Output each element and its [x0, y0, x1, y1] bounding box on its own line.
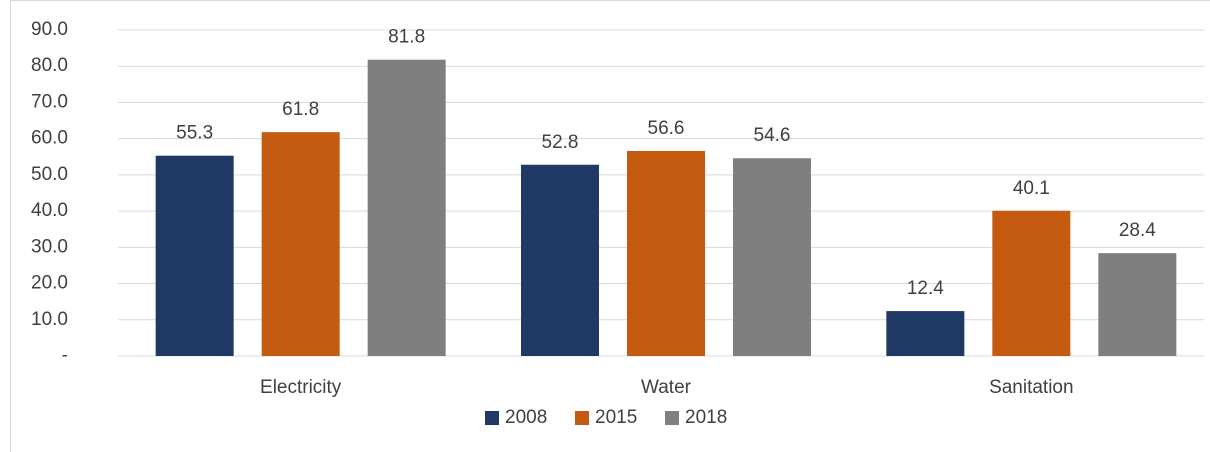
x-tick-label: Sanitation [989, 377, 1074, 398]
y-tick-label: 90.0 [31, 19, 68, 40]
data-label: 28.4 [1119, 220, 1156, 241]
bar [261, 132, 340, 356]
data-label: 52.8 [542, 132, 579, 153]
bar [627, 150, 705, 356]
data-label: 40.1 [1013, 178, 1050, 199]
data-label: 81.8 [388, 27, 425, 48]
bar [521, 164, 599, 356]
bar [1098, 253, 1177, 356]
y-tick-label: 40.0 [31, 200, 68, 221]
bar [155, 155, 234, 356]
y-tick-label: - [62, 345, 68, 366]
y-tick-label: 70.0 [31, 91, 68, 112]
legend-label: 2018 [685, 407, 727, 428]
data-label: 61.8 [282, 99, 319, 120]
y-tick-label: 50.0 [31, 164, 68, 185]
data-label: 12.4 [907, 278, 944, 299]
legend-label: 2008 [505, 407, 547, 428]
legend-swatch [665, 411, 679, 425]
legend-swatch [485, 411, 499, 425]
bar [367, 59, 446, 357]
y-tick-label: 20.0 [31, 273, 68, 294]
bar [886, 311, 965, 356]
data-label: 56.6 [648, 118, 685, 139]
data-label: 54.6 [754, 125, 791, 146]
x-tick-label: Water [641, 377, 692, 398]
chart-border [10, 0, 1210, 452]
legend-swatch [575, 411, 589, 425]
bar [992, 210, 1071, 356]
y-tick-label: 10.0 [31, 309, 68, 330]
y-tick-label: 80.0 [31, 55, 68, 76]
data-label: 55.3 [176, 123, 213, 144]
bar [733, 158, 811, 356]
y-tick-label: 30.0 [31, 236, 68, 257]
legend-label: 2015 [595, 407, 637, 428]
x-tick-label: Electricity [260, 377, 342, 398]
y-tick-label: 60.0 [31, 128, 68, 149]
